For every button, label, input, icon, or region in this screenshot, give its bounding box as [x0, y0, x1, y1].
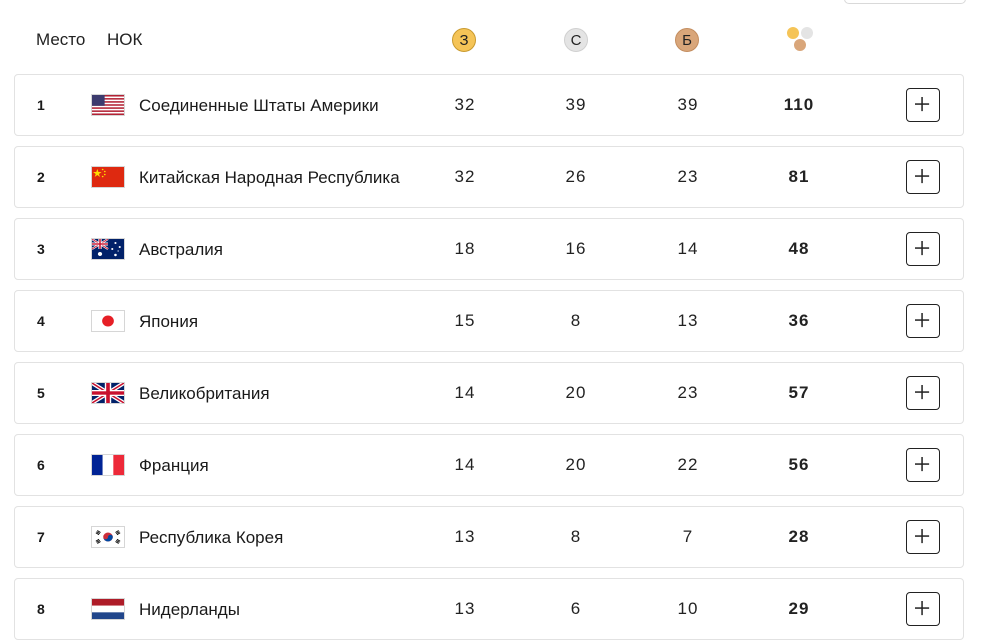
rank-cell: 7: [37, 529, 45, 545]
total-count: 57: [788, 383, 810, 402]
plus-icon: [915, 313, 930, 328]
total-count: 36: [788, 311, 810, 330]
total-count: 56: [788, 455, 810, 474]
medals-total-icon[interactable]: [785, 26, 815, 54]
country-name[interactable]: Австралия: [139, 239, 223, 259]
silver-medal-icon[interactable]: С: [564, 28, 588, 52]
expand-button[interactable]: [906, 88, 940, 122]
china-flag-icon: [91, 166, 125, 188]
expand-button[interactable]: [906, 232, 940, 266]
australia-flag-icon: [91, 238, 125, 260]
table-row[interactable]: 5 Великобритания 14 20 23 57: [14, 362, 964, 424]
silver-count: 20: [565, 383, 587, 402]
gold-count: 32: [454, 95, 476, 114]
silver-count: 26: [565, 167, 587, 186]
rank-cell: 8: [37, 601, 45, 617]
table-row[interactable]: 7 Республика Корея 13 8 7 28: [14, 506, 964, 568]
silver-count: 16: [565, 239, 587, 258]
rank-cell: 3: [37, 241, 45, 257]
country-name[interactable]: Соединенные Штаты Америки: [139, 95, 379, 115]
table-row[interactable]: 2 Китайская Народная Республика 32 26 23…: [14, 146, 964, 208]
bronze-medal-icon[interactable]: Б: [675, 28, 699, 52]
bronze-count: 22: [677, 455, 699, 474]
country-name[interactable]: Франция: [139, 455, 209, 475]
total-count: 81: [788, 167, 810, 186]
top-control-edge[interactable]: [844, 0, 966, 4]
bronze-count: 23: [677, 167, 699, 186]
france-flag-icon: [91, 454, 125, 476]
bronze-count: 14: [677, 239, 699, 258]
country-name[interactable]: Великобритания: [139, 383, 270, 403]
gold-count: 14: [454, 383, 476, 402]
usa-flag-icon: [91, 94, 125, 116]
gold-count: 14: [454, 455, 476, 474]
country-name[interactable]: Китайская Народная Республика: [139, 167, 400, 187]
bronze-count: 10: [677, 599, 699, 618]
korea-flag-icon: [91, 526, 125, 548]
total-count: 29: [788, 599, 810, 618]
plus-icon: [915, 169, 930, 184]
expand-button[interactable]: [906, 376, 940, 410]
table-header: Место НОК З С Б: [14, 24, 964, 56]
gold-count: 13: [454, 527, 476, 546]
plus-icon: [915, 385, 930, 400]
bronze-count: 7: [682, 527, 694, 546]
bronze-count: 13: [677, 311, 699, 330]
expand-button[interactable]: [906, 304, 940, 338]
country-name[interactable]: Япония: [139, 311, 199, 331]
plus-icon: [915, 529, 930, 544]
gold-count: 18: [454, 239, 476, 258]
total-count: 28: [788, 527, 810, 546]
rank-cell: 5: [37, 385, 45, 401]
expand-button[interactable]: [906, 160, 940, 194]
total-count: 110: [783, 95, 815, 114]
header-rank[interactable]: Место: [36, 30, 86, 49]
rank-cell: 6: [37, 457, 45, 473]
table-row[interactable]: 8 Нидерланды 13 6 10 29: [14, 578, 964, 640]
silver-count: 6: [570, 599, 582, 618]
country-name[interactable]: Нидерланды: [139, 599, 240, 619]
header-noc[interactable]: НОК: [107, 30, 143, 49]
medal-rows: 1 Соединенные Штаты Америки 32 39 39 110…: [14, 74, 964, 640]
silver-count: 20: [565, 455, 587, 474]
plus-icon: [915, 241, 930, 256]
expand-button[interactable]: [906, 448, 940, 482]
plus-icon: [915, 97, 930, 112]
gold-medal-icon[interactable]: З: [452, 28, 476, 52]
gold-count: 32: [454, 167, 476, 186]
plus-icon: [915, 601, 930, 616]
expand-button[interactable]: [906, 520, 940, 554]
silver-count: 8: [570, 527, 582, 546]
table-row[interactable]: 3 Австралия 18 16 14 48: [14, 218, 964, 280]
gold-count: 13: [454, 599, 476, 618]
table-row[interactable]: 1 Соединенные Штаты Америки 32 39 39 110: [14, 74, 964, 136]
silver-count: 39: [565, 95, 587, 114]
country-name[interactable]: Республика Корея: [139, 527, 284, 547]
rank-cell: 4: [37, 313, 45, 329]
table-row[interactable]: 4 Япония 15 8 13 36: [14, 290, 964, 352]
rank-cell: 2: [37, 169, 45, 185]
bronze-count: 23: [677, 383, 699, 402]
japan-flag-icon: [91, 310, 125, 332]
expand-button[interactable]: [906, 592, 940, 626]
uk-flag-icon: [91, 382, 125, 404]
silver-count: 8: [570, 311, 582, 330]
netherlands-flag-icon: [91, 598, 125, 620]
gold-count: 15: [454, 311, 476, 330]
plus-icon: [915, 457, 930, 472]
bronze-count: 39: [677, 95, 699, 114]
rank-cell: 1: [37, 97, 45, 113]
table-row[interactable]: 6 Франция 14 20 22 56: [14, 434, 964, 496]
total-count: 48: [788, 239, 810, 258]
